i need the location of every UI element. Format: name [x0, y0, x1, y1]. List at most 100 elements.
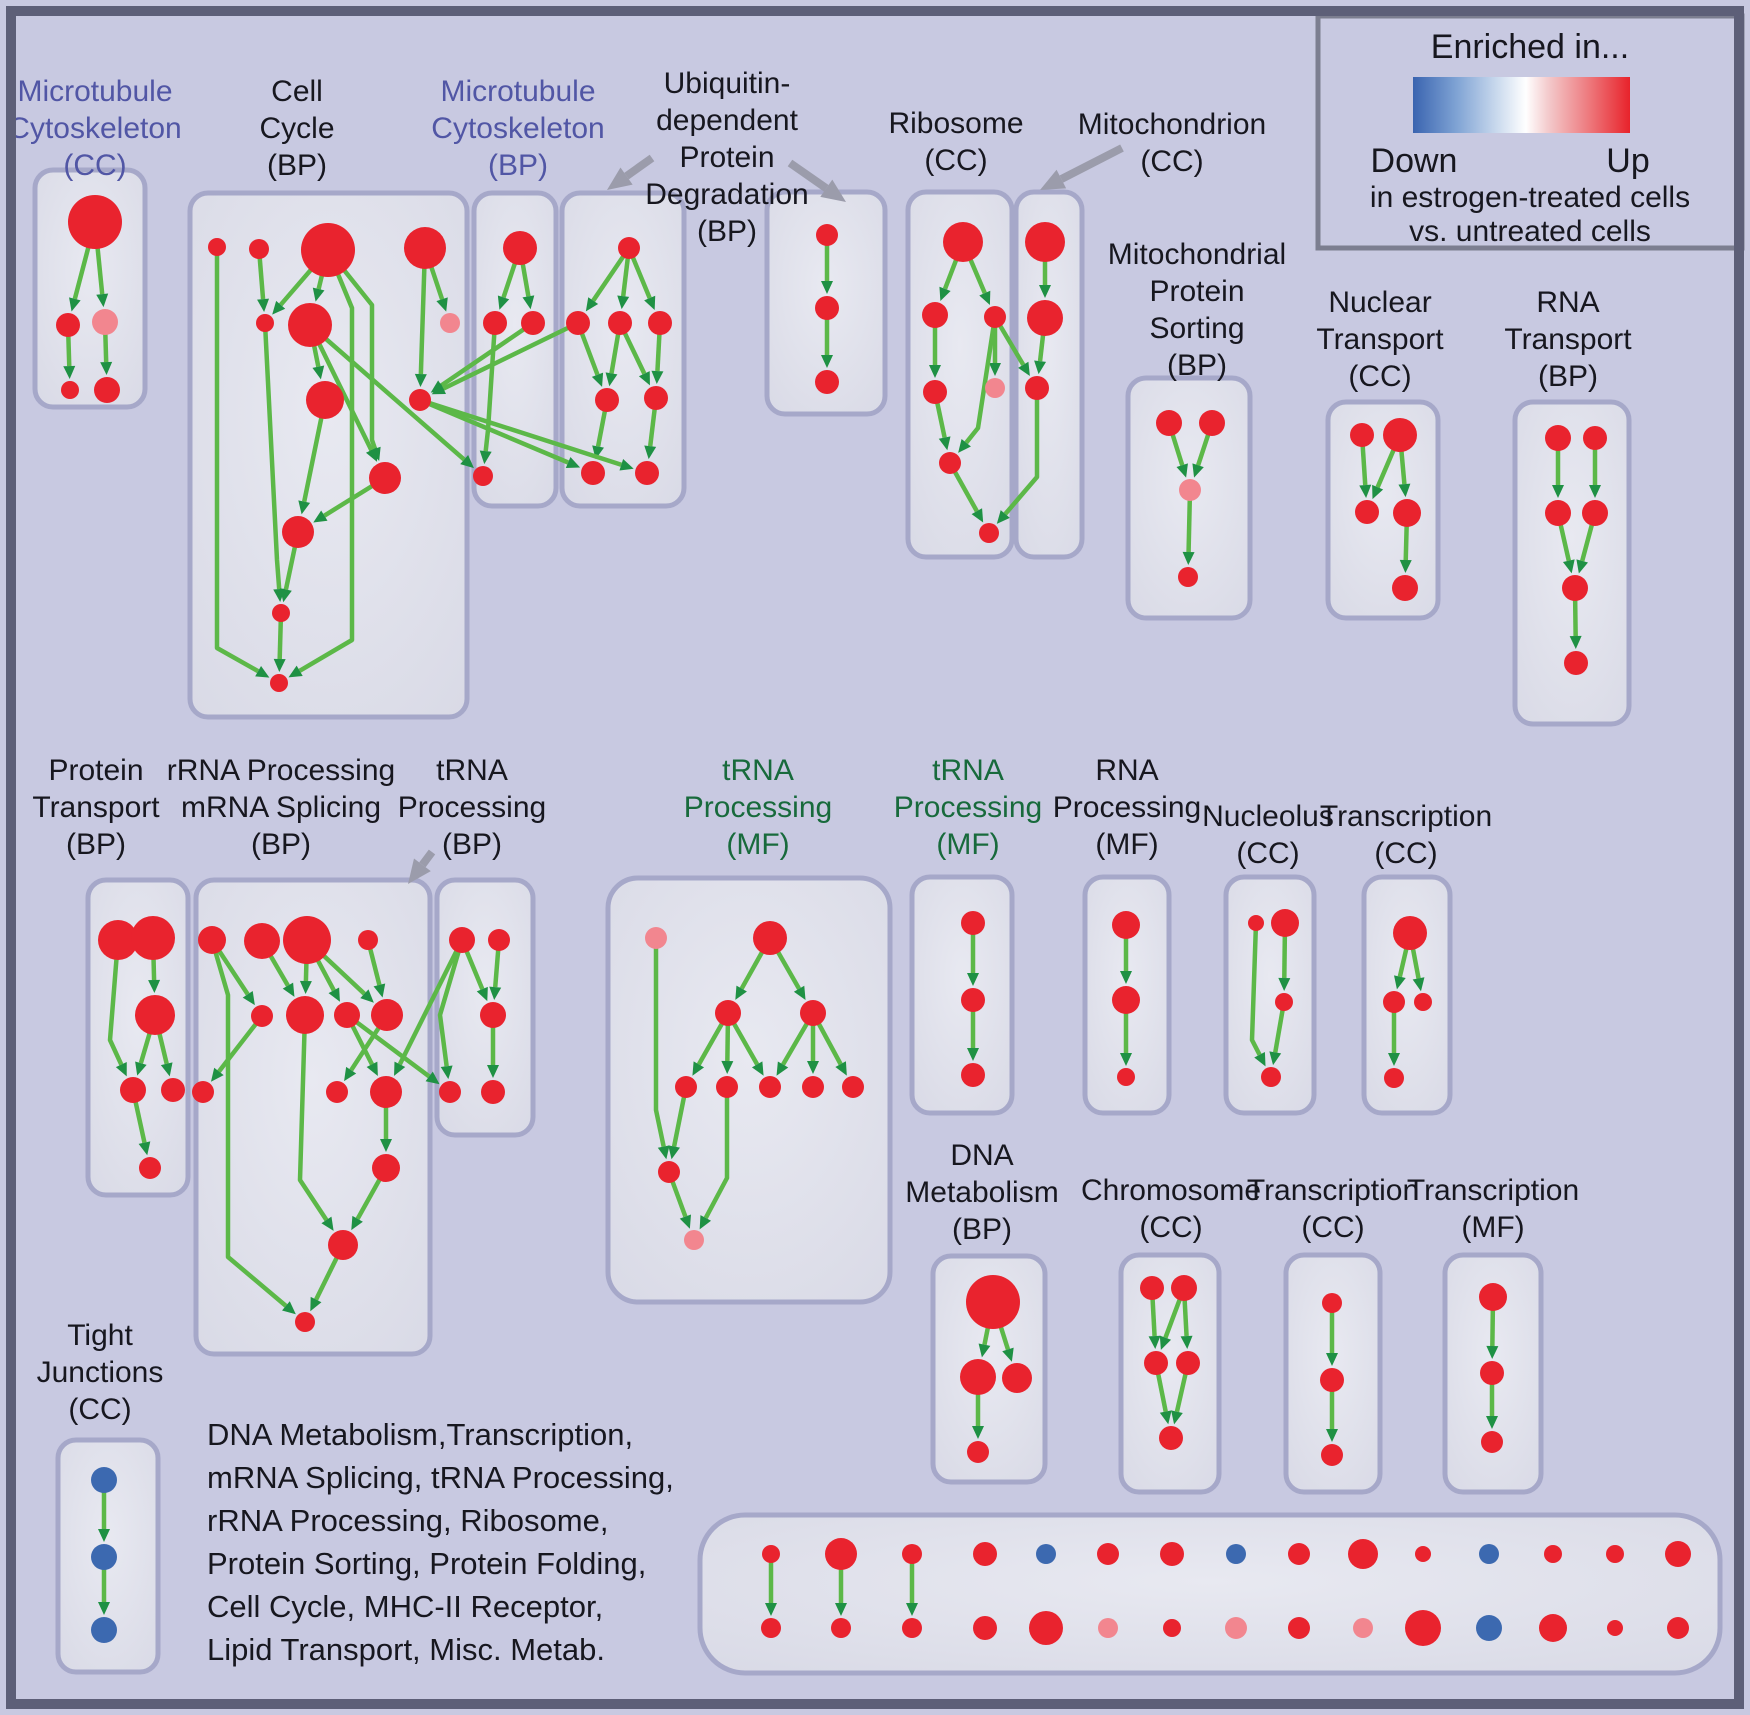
- edge-protein-transport-bp-2-3-arrowhead: [135, 1061, 147, 1076]
- edge-transcription-cc-2-1-2-arrowhead: [1326, 1429, 1338, 1442]
- go-term-node-transcription-mf-0: [1479, 1283, 1507, 1311]
- cross-edge-cell-cycle-to-microtubule-cytoskeleton-bp-0-arrowhead: [460, 455, 474, 469]
- legend-title: Enriched in...: [1431, 28, 1629, 66]
- cluster-label-nuclear-transport-cc-line-1: Transport: [1316, 323, 1444, 356]
- go-term-node-miscellaneous-29: [1667, 1617, 1689, 1639]
- cluster-label-ubiquitin-degradation-line-1: dependent: [656, 104, 798, 137]
- edge-protein-transport-bp-0-3: [107, 939, 124, 1066]
- go-term-node-microtubule-cytoskeleton-cc-3: [61, 381, 79, 399]
- cluster-label-mitochondrial-protein-sorting-line-1: Protein: [1149, 275, 1244, 308]
- edge-cell-cycle-2-4-arrowhead: [272, 300, 286, 315]
- edge-ribosome-cc-2-5-arrowhead: [958, 438, 971, 453]
- go-term-node-cell-cycle-5: [288, 303, 332, 347]
- go-term-node-trna-processing-mf-1: [753, 921, 787, 955]
- go-term-node-microtubule-cytoskeleton-bp-1: [483, 311, 507, 335]
- cluster-box-microtubule-cytoskeleton-bp: [471, 190, 559, 509]
- go-term-node-chromosome-cc-0: [1140, 1276, 1164, 1300]
- edge-cell-cycle-0-12-arrowhead: [255, 665, 270, 678]
- go-term-node-microtubule-cytoskeleton-cc-0: [68, 195, 122, 249]
- go-term-node-nuclear-transport-cc-3: [1393, 499, 1421, 527]
- edge-mitochondrion-cc-0-1-arrowhead: [1039, 285, 1051, 298]
- cluster-box-nuclear-transport-cc: [1325, 399, 1441, 621]
- go-term-node-cell-cycle-9: [369, 462, 401, 494]
- go-term-node-transcription-cc-2-0: [1322, 1293, 1342, 1313]
- go-term-node-protein-transport-bp-5: [139, 1157, 161, 1179]
- cluster-label-mitochondrial-protein-sorting-line-0: Mitochondrial: [1108, 238, 1286, 271]
- go-term-node-cell-cycle-1: [249, 239, 269, 259]
- cluster-label-trna-processing-mf-2-line-0: tRNA: [932, 754, 1004, 787]
- go-term-node-microtubule-cytoskeleton-cc-4: [94, 377, 120, 403]
- cluster-label-transcription-cc-line-1: (CC): [1374, 837, 1437, 870]
- cluster-label-trna-processing-mf-line-0: tRNA: [722, 754, 794, 787]
- edge-transcription-cc-2-0-1-arrowhead: [1326, 1353, 1338, 1366]
- go-term-node-cell-cycle-12: [270, 674, 288, 692]
- edge-ubiquitin-degradation-2-1-2-arrowhead: [821, 355, 833, 368]
- go-term-node-dna-metabolism-bp-0: [966, 1275, 1020, 1329]
- cross-edge-ubiquitin-degradation-to-cell-cycle-2-arrowhead: [431, 383, 447, 395]
- edge-rrna-processing-mrna-splicing-2-6-arrowhead: [328, 987, 340, 1002]
- edge-nucleolus-cc-0-3: [1249, 922, 1262, 1056]
- go-term-node-nuclear-transport-cc-2: [1355, 500, 1379, 524]
- cluster-label-rrna-processing-mrna-splicing-line-0: rRNA Processing: [167, 754, 395, 787]
- go-term-node-miscellaneous-7: [1226, 1544, 1246, 1564]
- diagram-layer: Microtubule Cytoskeleton (CC) Cell Cycle (BP)…: [8, 67, 1723, 1676]
- cluster-box-ribosome-cc: [905, 189, 1015, 560]
- go-term-node-trna-processing-mf-8: [842, 1076, 864, 1098]
- edge-trna-processing-mf-0-9: [653, 938, 666, 1148]
- cluster-label-chromosome-cc-line-1: (CC): [1139, 1211, 1202, 1244]
- go-term-node-miscellaneous-3: [973, 1542, 997, 1566]
- edge-trna-processing-mf-1-3-arrowhead: [793, 985, 806, 1000]
- go-term-node-transcription-cc-2: [1414, 993, 1432, 1011]
- cluster-label-trna-processing-mf-2-line-2: (MF): [936, 828, 999, 861]
- edge-tight-junctions-cc-0-1-arrowhead: [98, 1529, 110, 1542]
- edge-trna-processing-mf-2-4-arrowhead: [692, 1061, 705, 1076]
- cluster-label-rrna-processing-mrna-splicing-line-1: mRNA Splicing: [181, 791, 381, 824]
- go-term-node-chromosome-cc-1: [1171, 1275, 1197, 1301]
- cluster-label-cell-cycle-line-1: Cycle: [259, 112, 334, 145]
- edge-rrna-processing-mrna-splicing-0-4-arrowhead: [242, 990, 255, 1006]
- go-term-node-ribosome-cc-3: [923, 380, 947, 404]
- go-term-node-miscellaneous-24: [1353, 1618, 1373, 1638]
- cluster-label-microtubule-cytoskeleton-bp-line-0: Microtubule: [440, 75, 595, 108]
- go-term-node-cell-cycle-6: [440, 313, 460, 333]
- go-term-node-ribosome-cc-4: [985, 378, 1005, 398]
- edge-ubiquitin-degradation-0-3-arrowhead: [644, 295, 656, 311]
- edge-rrna-processing-mrna-splicing-0-13-arrowhead: [282, 1301, 296, 1315]
- edge-transcription-cc-0-2-arrowhead: [1412, 977, 1425, 992]
- cross-edge-cell-cycle-to-microtubule-cytoskeleton-bp-0: [308, 323, 466, 462]
- go-term-node-nucleolus-cc-1: [1271, 909, 1299, 937]
- edge-cell-cycle-10-11-arrowhead: [280, 588, 292, 603]
- go-term-node-miscellaneous-28: [1607, 1620, 1623, 1636]
- go-term-node-mitochondrial-protein-sorting-0: [1156, 410, 1182, 436]
- edge-mitochondrial-protein-sorting-1-2-arrowhead: [1192, 463, 1204, 478]
- edge-cell-cycle-5-7-arrowhead: [312, 365, 325, 380]
- go-term-node-trna-processing-bp-1: [488, 929, 510, 951]
- edge-cell-cycle-2-12: [298, 249, 355, 673]
- edge-trna-processing-mf-5-10: [703, 1087, 730, 1219]
- edge-chromosome-cc-1-3-arrowhead: [1180, 1335, 1193, 1350]
- edge-transcription-mf-0-1-arrowhead: [1486, 1345, 1499, 1360]
- go-term-node-cell-cycle-10: [282, 516, 314, 548]
- cluster-label-mitochondrial-protein-sorting-line-3: (BP): [1167, 349, 1227, 382]
- edge-cell-cycle-4-11: [262, 322, 282, 590]
- go-term-node-microtubule-cytoskeleton-bp-0: [503, 231, 537, 265]
- go-term-node-miscellaneous-18: [973, 1616, 997, 1640]
- go-term-node-nuclear-transport-cc-1: [1383, 418, 1417, 452]
- edge-rna-processing-mf-1-2-arrowhead: [1120, 1053, 1132, 1066]
- cluster-labels: Microtubule Cytoskeleton (CC) Cell Cycle (BP)…: [8, 67, 1632, 1667]
- go-term-node-ribosome-cc-5: [939, 452, 961, 474]
- go-term-node-cell-cycle-2: [301, 223, 355, 277]
- edge-cell-cycle-5-9-arrowhead: [365, 447, 378, 462]
- go-term-node-ribosome-cc-2: [984, 306, 1006, 328]
- go-term-node-rrna-processing-mrna-splicing-3: [358, 930, 378, 950]
- edge-cell-cycle-2-12-arrowhead: [288, 665, 303, 678]
- edge-ribosome-cc-5-6-arrowhead: [971, 508, 984, 523]
- go-term-node-rrna-processing-mrna-splicing-7: [371, 999, 403, 1031]
- edge-cell-cycle-3-6-arrowhead: [436, 297, 448, 312]
- go-term-node-rrna-processing-mrna-splicing-2: [283, 916, 331, 964]
- edge-trna-processing-mf-3-7-arrowhead: [807, 1061, 819, 1074]
- legend-up-label: Up: [1606, 142, 1649, 180]
- edge-protein-transport-bp-2-4-arrowhead: [160, 1062, 173, 1077]
